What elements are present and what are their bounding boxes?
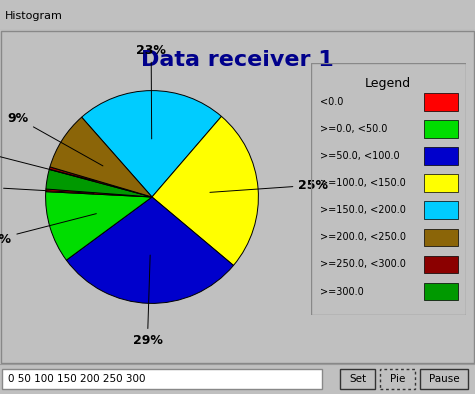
Bar	[420, 370, 468, 389]
Text: >=50.0, <100.0: >=50.0, <100.0	[320, 151, 400, 161]
Bar	[424, 256, 458, 273]
Text: Legend: Legend	[365, 77, 411, 90]
Text: >=150.0, <200.0: >=150.0, <200.0	[320, 205, 406, 215]
Bar	[424, 201, 458, 219]
Bar	[424, 174, 458, 192]
Wedge shape	[66, 197, 234, 303]
Bar	[424, 93, 458, 111]
Text: >=250.0, <300.0: >=250.0, <300.0	[320, 260, 406, 269]
Text: Set: Set	[349, 374, 366, 384]
Text: 0%: 0%	[0, 181, 94, 194]
Text: 25%: 25%	[210, 179, 328, 192]
Bar	[380, 370, 415, 389]
Bar	[424, 229, 458, 246]
Wedge shape	[152, 116, 258, 266]
Bar	[2, 370, 322, 389]
Text: >=0.0, <50.0: >=0.0, <50.0	[320, 124, 388, 134]
Text: <0.0: <0.0	[320, 97, 344, 107]
Wedge shape	[82, 91, 221, 197]
Bar	[424, 120, 458, 138]
Text: 0 50 100 150 200 250 300: 0 50 100 150 200 250 300	[8, 374, 145, 384]
Wedge shape	[49, 167, 152, 197]
Bar	[424, 283, 458, 300]
Wedge shape	[46, 191, 152, 260]
Text: >=100.0, <150.0: >=100.0, <150.0	[320, 178, 406, 188]
Wedge shape	[50, 117, 152, 197]
Text: >=200.0, <250.0: >=200.0, <250.0	[320, 232, 407, 242]
Wedge shape	[46, 189, 152, 197]
Text: 0%: 0%	[0, 146, 96, 181]
Text: 9%: 9%	[7, 112, 103, 166]
Bar	[424, 147, 458, 165]
Text: Pause: Pause	[428, 374, 459, 384]
Text: >=300.0: >=300.0	[320, 286, 364, 297]
Text: Data receiver 1: Data receiver 1	[141, 50, 333, 70]
Bar	[340, 370, 375, 389]
Text: 23%: 23%	[136, 44, 166, 139]
Text: 11%: 11%	[0, 214, 96, 246]
Text: Histogram: Histogram	[5, 11, 63, 21]
Wedge shape	[46, 169, 152, 197]
Text: Pie: Pie	[390, 374, 405, 384]
Text: 29%: 29%	[133, 255, 162, 347]
